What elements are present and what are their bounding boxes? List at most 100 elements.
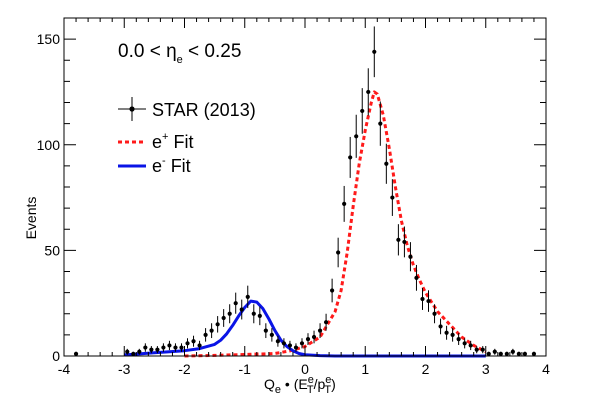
data-point (245, 285, 250, 309)
pos-fit-curve (184, 90, 487, 358)
data-point-marker (191, 339, 196, 344)
data-point-marker (257, 313, 262, 318)
data-point (348, 136, 353, 178)
x-tick-label: 0 (301, 361, 309, 377)
data-point (510, 348, 515, 355)
plot-area-border (63, 17, 547, 357)
data-point (456, 333, 461, 346)
data-point (299, 338, 305, 349)
data-point-marker (323, 320, 329, 325)
data-point (408, 242, 413, 272)
data-point-marker (462, 341, 467, 346)
data-point-marker (125, 349, 130, 354)
data-point-marker (426, 298, 431, 304)
legend-label-star: STAR (2013) (152, 100, 256, 120)
data-point (372, 26, 377, 78)
data-point (468, 340, 473, 351)
data-point-marker (420, 296, 425, 302)
data-point (173, 343, 178, 352)
data-point (269, 328, 274, 342)
data-point-marker (396, 237, 401, 242)
data-point (474, 346, 479, 354)
data-point-marker (402, 239, 407, 245)
data-point (233, 292, 238, 314)
data-point-marker (203, 332, 208, 337)
x-tick-label: 1 (361, 361, 369, 377)
data-point (179, 343, 184, 352)
data-point (317, 323, 323, 339)
data-point (311, 330, 317, 344)
data-point (414, 264, 419, 291)
data-point-marker (450, 332, 455, 337)
data-point (281, 338, 287, 349)
data-point-marker (456, 337, 461, 342)
data-point-marker (444, 330, 449, 335)
data-point (504, 351, 509, 356)
data-point (251, 304, 256, 324)
data-point-marker (197, 343, 202, 348)
data-point (257, 306, 262, 326)
data-point (239, 299, 244, 320)
data-point (396, 224, 401, 256)
data-point-marker (516, 351, 521, 356)
x-axis-title: Qe • (Ee T/pe T) (264, 374, 336, 396)
data-point-marker (336, 250, 341, 255)
data-point (492, 348, 497, 355)
plot-frame (63, 17, 547, 357)
x-tick-label: -1 (239, 361, 252, 377)
data-point (354, 114, 359, 158)
data-point (275, 335, 280, 347)
data-point-marker (143, 345, 148, 350)
data-point (420, 287, 425, 310)
data-point (402, 226, 407, 258)
data-point-marker (311, 334, 317, 340)
fit-curves (124, 90, 487, 358)
data-point-marker (360, 108, 365, 114)
data-point (522, 351, 528, 356)
data-point-marker (155, 347, 160, 352)
data-point-marker (167, 343, 172, 348)
data-point-marker (354, 134, 359, 139)
y-tick-label: 50 (44, 242, 60, 258)
neg-fit-curve (124, 299, 486, 358)
data-point (336, 237, 341, 268)
data-point-marker (474, 347, 479, 352)
data-point (426, 290, 431, 312)
data-point (450, 328, 455, 342)
data-point (432, 304, 437, 324)
data-point (227, 304, 232, 324)
data-point-marker (486, 351, 491, 356)
data-point-marker (287, 343, 293, 348)
data-point-marker (299, 341, 305, 346)
data-point-marker (179, 345, 184, 350)
data-point (462, 338, 467, 349)
x-tick-label: 3 (482, 361, 490, 377)
x-tick-label: 2 (422, 361, 430, 377)
data-point (360, 88, 365, 134)
data-point-marker (432, 311, 437, 316)
data-point-marker (372, 49, 377, 54)
data-point (384, 143, 389, 184)
data-point (480, 346, 485, 354)
annotation-eta-range: 0.0 < ηe < 0.25 (118, 41, 241, 66)
data-point-marker (161, 345, 166, 350)
y-tick-label: 150 (37, 31, 61, 47)
data-point (149, 346, 154, 354)
data-point (185, 338, 190, 349)
data-point-marker (330, 288, 335, 293)
data-point (366, 68, 371, 116)
data-point (125, 348, 130, 355)
data-point-marker (221, 315, 226, 321)
data-points (73, 26, 537, 356)
data-point-marker (293, 345, 299, 350)
data-point (342, 185, 347, 222)
data-point-marker (390, 195, 395, 200)
data-point (155, 346, 160, 354)
data-point (215, 316, 220, 333)
data-point (287, 340, 293, 351)
data-point (516, 351, 521, 356)
axis-ticks: -4 -3 -2 -1 0 1 2 3 4 0 50 100 150 (37, 18, 550, 377)
data-point-marker (185, 341, 190, 346)
y-tick-label: 100 (37, 137, 61, 153)
